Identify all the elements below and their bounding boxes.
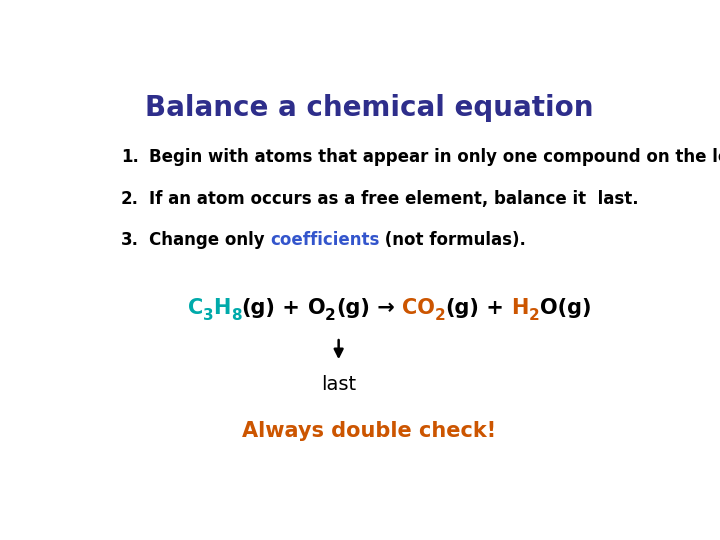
Text: +: + [275,298,307,318]
Text: 3: 3 [203,308,214,323]
Text: 2: 2 [325,308,336,323]
Text: CO: CO [402,298,435,318]
Text: →: → [370,298,402,318]
Text: 1.: 1. [121,148,138,166]
Text: 8: 8 [231,308,241,323]
Text: coefficients: coefficients [270,231,379,249]
Text: C: C [188,298,203,318]
Text: Begin with atoms that appear in only one compound on the left and right.: Begin with atoms that appear in only one… [148,148,720,166]
Text: If an atom occurs as a free element, balance it  last.: If an atom occurs as a free element, bal… [148,190,638,207]
Text: (g): (g) [446,298,480,318]
Text: (g): (g) [241,298,275,318]
Text: O: O [307,298,325,318]
Text: Balance a chemical equation: Balance a chemical equation [145,94,593,122]
Text: (not formulas).: (not formulas). [379,231,526,249]
Text: H: H [214,298,231,318]
Text: (g): (g) [336,298,370,318]
Text: last: last [321,375,356,394]
Text: 2: 2 [528,308,539,323]
Text: +: + [480,298,511,318]
Text: Always double check!: Always double check! [242,421,496,441]
Text: H: H [511,298,528,318]
Text: O(g): O(g) [539,298,591,318]
Text: 2.: 2. [121,190,139,207]
Text: 2: 2 [435,308,446,323]
Text: Change only: Change only [148,231,270,249]
Text: 3.: 3. [121,231,139,249]
